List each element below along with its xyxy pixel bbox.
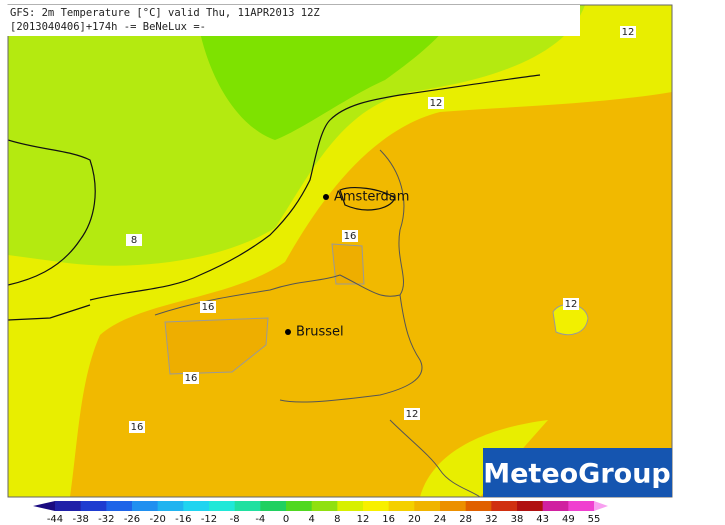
colorbar-swatch <box>106 501 133 511</box>
region-20 <box>331 243 365 285</box>
contour-label: 16 <box>344 231 357 242</box>
colorbar-tick: -8 <box>230 514 240 525</box>
city-label: Amsterdam <box>334 190 409 205</box>
colorbar-tick: 38 <box>511 514 524 525</box>
colorbar-tick: -4 <box>255 514 265 525</box>
colorbar-swatch <box>311 501 338 511</box>
colorbar-swatch <box>465 501 492 511</box>
contour-label-bg <box>563 298 579 310</box>
colorbar-tick: -20 <box>149 514 165 525</box>
colorbar-tick: 12 <box>357 514 370 525</box>
colorbar-tick: 4 <box>308 514 314 525</box>
colorbar-tick: 24 <box>434 514 447 525</box>
colorbar-tick: -38 <box>72 514 88 525</box>
colorbar-tick: 8 <box>334 514 340 525</box>
contour-label: 12 <box>565 299 578 310</box>
colorbar-tick: 16 <box>382 514 395 525</box>
colorbar-swatch <box>388 501 415 511</box>
contour-label-bg <box>183 372 199 384</box>
colorbar-swatch <box>286 501 313 511</box>
colorbar-swatch <box>491 501 518 511</box>
colorbar-tick: -26 <box>124 514 140 525</box>
colorbar-swatch <box>209 501 236 511</box>
colorbar-end <box>594 501 608 511</box>
colorbar-tick: -16 <box>175 514 191 525</box>
region-4 <box>195 5 465 140</box>
logo: MeteoGroup <box>483 459 671 490</box>
colorbar-swatch <box>234 501 261 511</box>
colorbar-tick: 32 <box>485 514 498 525</box>
colorbar-tick: 20 <box>408 514 421 525</box>
colorbar-tick: -12 <box>201 514 217 525</box>
contour-label-bg <box>126 234 142 246</box>
contour-label: 16 <box>202 302 215 313</box>
contour-label-bg <box>620 26 636 38</box>
colorbar-swatch <box>80 501 107 511</box>
colorbar-tick: 43 <box>536 514 549 525</box>
region-20 <box>164 317 269 375</box>
header-title: GFS: 2m Temperature [°C] valid Thu, 11AP… <box>10 7 320 19</box>
colorbar-tick: 28 <box>459 514 472 525</box>
colorbar-end <box>33 501 55 511</box>
colorbar-swatch <box>440 501 467 511</box>
contour-label-bg <box>129 421 145 433</box>
contour-label: 12 <box>622 27 635 38</box>
contour-label: 16 <box>131 422 144 433</box>
colorbar-swatch <box>157 501 184 511</box>
coastline <box>8 74 541 321</box>
colorbar-swatch <box>260 501 287 511</box>
city-dot <box>285 329 291 335</box>
contour-label-bg <box>200 301 216 313</box>
contour-label-bg <box>404 408 420 420</box>
city-dot <box>323 194 329 200</box>
contour-label-bg <box>342 230 358 242</box>
colorbar-swatch <box>132 501 159 511</box>
contour-label: 12 <box>430 98 443 109</box>
colorbar-tick: 55 <box>588 514 601 525</box>
colorbar-swatch <box>363 501 390 511</box>
contour-label: 8 <box>131 235 137 246</box>
header-box <box>5 5 580 36</box>
borders <box>154 149 481 497</box>
region-8 <box>8 5 585 266</box>
colorbar-swatch <box>568 501 595 511</box>
colorbar-swatch <box>517 501 544 511</box>
header-run: [2013040406]+174h -= BeNeLux =- <box>10 21 206 33</box>
colorbar-tick: 49 <box>562 514 575 525</box>
colorbar-tick: -44 <box>47 514 63 525</box>
colorbar-swatch <box>55 501 82 511</box>
colorbar-swatch <box>337 501 364 511</box>
map <box>8 5 672 497</box>
colorbar-swatch <box>542 501 569 511</box>
contour-label: 16 <box>185 373 198 384</box>
contour-label: 12 <box>406 409 419 420</box>
contour-label-bg <box>428 97 444 109</box>
colorbar-swatch <box>414 501 441 511</box>
logo-box <box>483 448 672 497</box>
city-label: Brussel <box>296 325 344 340</box>
colorbar-tick: 0 <box>283 514 289 525</box>
colorbar-swatch <box>183 501 210 511</box>
colorbar-tick: -32 <box>98 514 114 525</box>
